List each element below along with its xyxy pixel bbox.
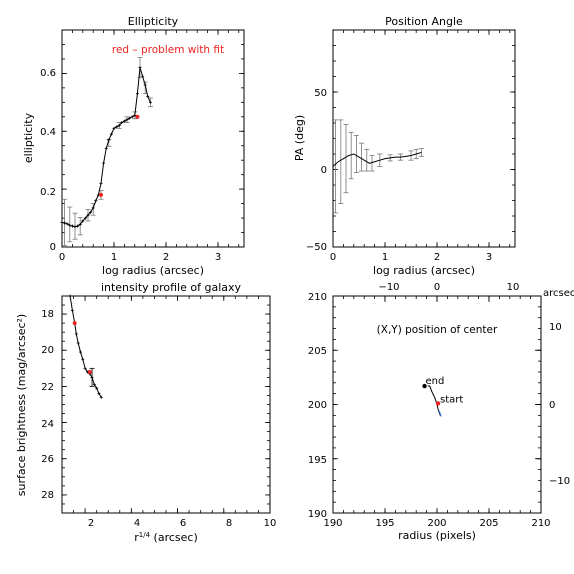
center-annotation: (X,Y) position of center [377,324,498,336]
center-ticks [332,295,542,514]
intensity-y-axis-label: surface brightness (mag/arcsec²) [15,314,28,496]
ellipticity-y-axis-label: ellipticity [22,112,35,163]
intensity-y-tick-label: 24 [41,419,54,430]
pa-y-tick-labels: −50 0 50 [306,88,327,253]
intensity-line [69,295,102,398]
center-right-tick-label: −10 [549,476,570,487]
panel-ellipticity: Ellipticity red – problem with fit 0 1 2… [22,15,245,277]
ellipticity-x-tick-labels: 0 1 2 3 [59,252,221,263]
intensity-x-tick-label: 8 [226,518,232,529]
center-y-tick-labels: 190 195 200 205 210 [308,292,327,520]
pa-x-tick-label: 1 [382,252,388,263]
center-right-tick-labels: 10 0 −10 [549,322,570,487]
center-y-tick-label: 205 [308,346,327,357]
center-right-tick-label: 10 [549,322,562,333]
intensity-x-label-r: r [134,531,139,544]
ellipticity-x-tick-label: 0 [59,252,65,263]
center-x-tick-label: 200 [427,518,446,529]
ellipticity-y-tick-label: 0.4 [40,127,56,138]
center-right-tick-label: 0 [549,400,555,411]
intensity-x-label-exponent: 1/4 [139,531,151,539]
ellipticity-x-tick-label: 3 [215,252,221,263]
ellipticity-x-tick-label: 2 [163,252,169,263]
ellipticity-title: Ellipticity [128,15,179,28]
intensity-y-tick-label: 22 [41,382,54,393]
pa-y-tick-label: 50 [314,88,327,99]
pa-y-axis-label: PA (deg) [293,115,306,161]
center-x-tick-label: 210 [531,518,550,529]
ellipticity-y-tick-label: 0.2 [40,187,56,198]
center-x-axis-label: radius (pixels) [398,529,476,542]
intensity-plot-frame [61,295,271,514]
center-y-tick-label: 210 [308,292,327,303]
pa-y-tick-label: 0 [321,165,327,176]
ellipticity-x-tick-label: 1 [111,252,117,263]
center-x-tick-labels: 190 195 200 205 210 [323,518,550,529]
start-point [435,401,441,406]
intensity-ticks [61,295,271,514]
center-x-tick-label: 195 [375,518,394,529]
intensity-y-tick-labels: 18 20 22 24 26 28 [41,309,54,501]
center-data [422,383,442,417]
center-y-tick-label: 190 [308,509,327,520]
center-top-axis-label: arcsec [543,288,574,299]
intensity-x-tick-label: 6 [180,518,186,529]
intensity-x-label-unit: (arcsec) [150,531,198,544]
center-x-tick-label: 190 [323,518,342,529]
intensity-x-axis-label: r1/4 (arcsec) [134,531,198,544]
track-tail [438,410,442,417]
intensity-y-tick-label: 26 [41,454,54,465]
intensity-x-tick-label: 10 [264,518,277,529]
center-top-tick-labels: −10 0 10 arcsec [378,282,574,299]
ellipticity-plot-frame [61,29,245,248]
intensity-x-tick-label: 2 [88,518,94,529]
ellipticity-y-tick-labels: 0 0.2 0.4 0.6 [40,68,56,253]
intensity-data [68,294,103,399]
intensity-x-tick-labels: 2 4 6 8 10 [88,518,277,529]
center-y-tick-label: 195 [308,455,327,466]
ellipticity-data [60,57,153,246]
pa-x-tick-labels: 0 1 2 3 [330,252,492,263]
center-end-label: end [426,376,445,387]
center-top-tick-label: −10 [378,282,399,293]
panel-position-angle: Position Angle 0 1 2 3 −50 0 50 log radi… [293,15,516,277]
pa-ticks [332,29,515,248]
center-x-tick-label: 205 [479,518,498,529]
pa-data [332,119,424,214]
problem-point [72,321,77,326]
problem-point [87,369,92,374]
center-y-tick-label: 200 [308,400,327,411]
center-track-line [427,385,441,416]
ellipticity-x-axis-label: log radius (arcsec) [102,264,204,277]
problem-point [99,192,103,197]
pa-x-tick-label: 2 [434,252,440,263]
intensity-x-tick-label: 4 [134,518,140,529]
panel-center-position: −10 0 10 arcsec 190 195 200 205 210 190 … [308,282,574,542]
pa-x-tick-label: 3 [486,252,492,263]
pa-title: Position Angle [385,15,463,28]
center-top-tick-label: 10 [507,282,520,293]
intensity-y-tick-label: 20 [41,345,54,356]
center-start-label: start [440,394,463,405]
pa-x-tick-label: 0 [330,252,336,263]
pa-line [332,151,422,167]
end-point [422,383,427,389]
pa-x-axis-label: log radius (arcsec) [373,264,475,277]
problem-point [135,114,140,119]
center-top-tick-label: 0 [434,282,440,293]
intensity-y-tick-label: 28 [41,490,54,501]
ellipticity-y-tick-label: 0.6 [40,68,56,79]
ellipticity-y-tick-label: 0 [50,242,56,253]
panel-intensity-profile: intensity profile of galaxy 2 4 6 8 10 1… [15,281,276,544]
pa-y-tick-label: −50 [306,242,327,253]
ellipticity-ticks [61,30,244,248]
pa-plot-frame [332,29,516,248]
intensity-y-tick-label: 18 [41,309,54,320]
ellipticity-annotation: red – problem with fit [112,44,224,56]
intensity-title: intensity profile of galaxy [101,281,242,294]
